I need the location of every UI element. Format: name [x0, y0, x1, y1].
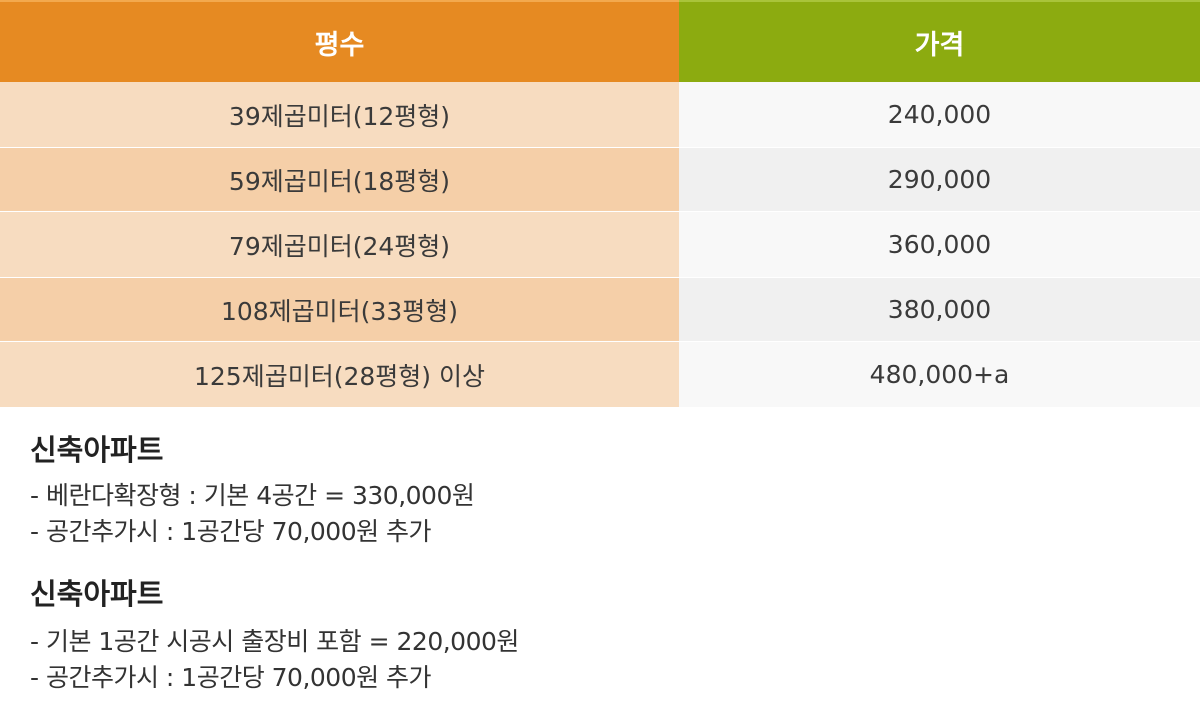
note-block: 신축아파트 - 베란다확장형 : 기본 4공간 = 330,000원 - 공간추… — [30, 408, 1200, 550]
note-line: - 기본 1공간 시공시 출장비 포함 = 220,000원 — [30, 627, 519, 656]
size-cell: 125제곱미터(28평형) 이상 — [0, 341, 679, 408]
note-line: - 공간추가시 : 1공간당 70,000원 추가 — [30, 517, 432, 546]
table-row: 125제곱미터(28평형) 이상 480,000+a — [0, 341, 1200, 408]
price-cell: 290,000 — [679, 147, 1200, 212]
size-cell: 39제곱미터(12평형) — [0, 82, 679, 148]
size-cell: 108제곱미터(33평형) — [0, 277, 679, 342]
table-row: 108제곱미터(33평형) 380,000 — [0, 277, 1200, 342]
table-row: 59제곱미터(18평형) 290,000 — [0, 147, 1200, 212]
price-cell: 480,000+a — [679, 341, 1200, 408]
table-row: 79제곱미터(24평형) 360,000 — [0, 211, 1200, 278]
note-block: 신축아파트 - 기본 1공간 시공시 출장비 포함 = 220,000원 - 공… — [30, 550, 1200, 696]
table-header-row: 평수 가격 — [0, 0, 1200, 82]
note-title: 신축아파트 — [30, 577, 164, 611]
price-cell: 240,000 — [679, 82, 1200, 148]
note-line: - 베란다확장형 : 기본 4공간 = 330,000원 — [30, 481, 475, 510]
column-header-price: 가격 — [679, 0, 1200, 82]
price-cell: 360,000 — [679, 211, 1200, 278]
note-title: 신축아파트 — [30, 433, 164, 467]
price-table: 평수 가격 39제곱미터(12평형) 240,000 59제곱미터(18평형) … — [0, 0, 1200, 408]
price-cell: 380,000 — [679, 277, 1200, 342]
table-row: 39제곱미터(12평형) 240,000 — [0, 82, 1200, 148]
column-header-size: 평수 — [0, 0, 679, 82]
size-cell: 79제곱미터(24평형) — [0, 211, 679, 278]
note-line: - 공간추가시 : 1공간당 70,000원 추가 — [30, 663, 432, 692]
size-cell: 59제곱미터(18평형) — [0, 147, 679, 212]
notes-section: 신축아파트 - 베란다확장형 : 기본 4공간 = 330,000원 - 공간추… — [0, 408, 1200, 696]
